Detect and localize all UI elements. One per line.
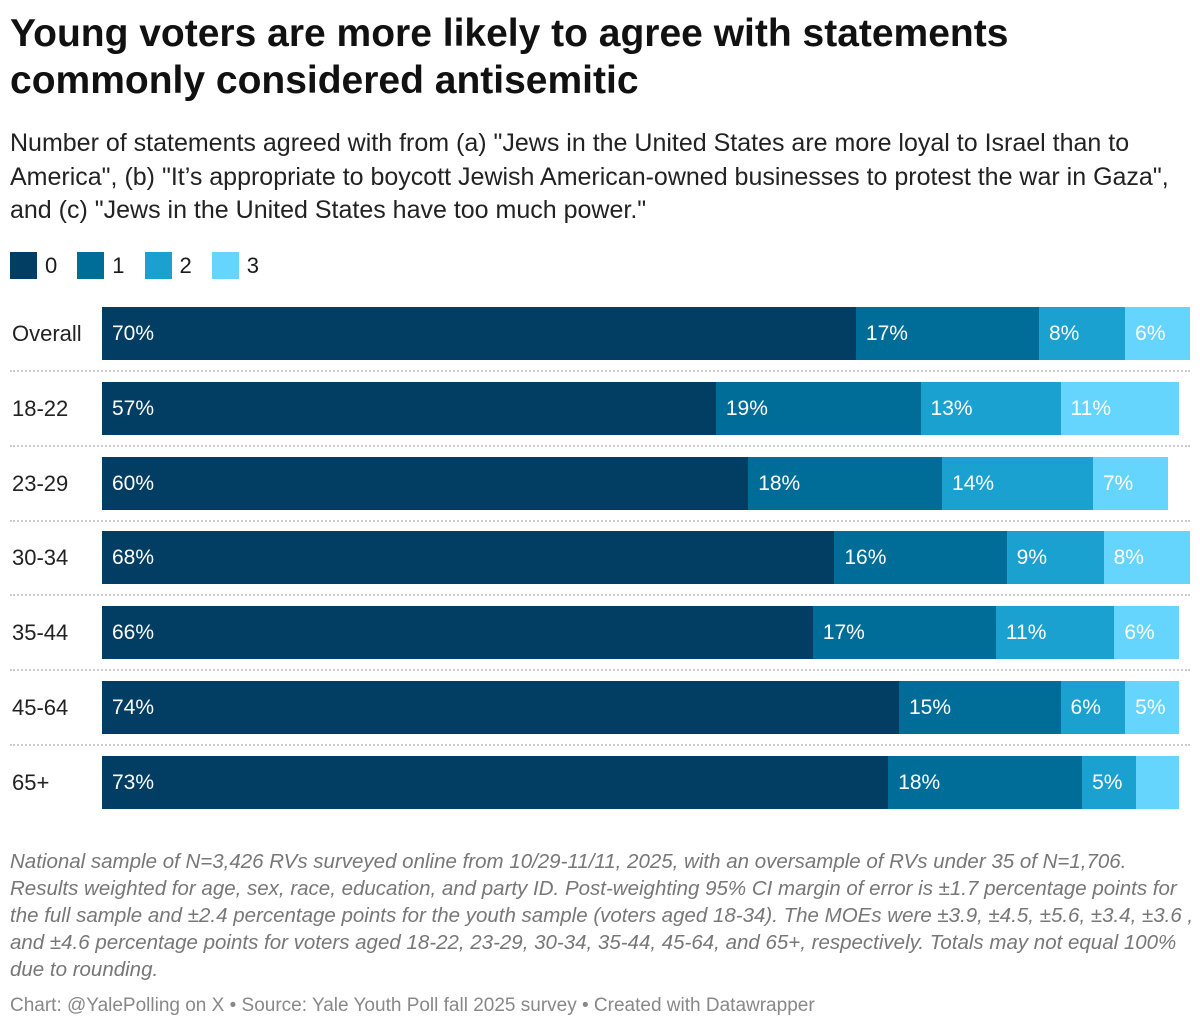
data-label: 7% — [1102, 471, 1134, 495]
data-label: 5% — [1135, 696, 1166, 719]
data-label: 9% — [1016, 546, 1048, 570]
data-label: 19% — [725, 396, 768, 420]
data-label: 6% — [1135, 322, 1166, 345]
legend-swatch — [211, 252, 239, 279]
chart-subtitle: Number of statements agreed with from (a… — [10, 129, 1169, 224]
data-label: 14% — [952, 471, 995, 495]
legend-swatch — [77, 252, 105, 279]
bar-segment: 60% — [102, 456, 749, 510]
footer-credits: Chart: @YalePolling on X • Source: Yale … — [10, 995, 815, 1016]
bar-segment: 11% — [1060, 381, 1179, 435]
data-label: 66% — [112, 621, 155, 645]
row-divider — [10, 669, 1190, 672]
bar-segment: 13% — [920, 381, 1061, 435]
bar-segment: 74% — [102, 681, 899, 734]
bar-segment: 18% — [748, 456, 943, 510]
data-label: 16% — [844, 546, 887, 570]
bar-segment: 57% — [102, 381, 716, 435]
data-label: 6% — [1124, 621, 1155, 645]
data-label: 57% — [112, 396, 155, 420]
data-label: 8% — [1048, 322, 1080, 345]
data-label: 60% — [112, 471, 155, 495]
data-label: 18% — [758, 471, 801, 495]
category-label: 30-34 — [12, 545, 69, 571]
data-label: 68% — [112, 546, 155, 570]
data-label: 17% — [822, 621, 865, 645]
legend-item: 0 — [10, 252, 57, 279]
data-label: 70% — [112, 322, 155, 345]
bar-segment: 6% — [1060, 681, 1126, 734]
data-label: 5% — [1092, 770, 1123, 794]
category-label: 35-44 — [12, 620, 69, 646]
bar-segment: 70% — [102, 307, 856, 360]
bar-segment: 6% — [1125, 307, 1190, 360]
legend-label: 0 — [45, 252, 58, 278]
legend-label: 2 — [179, 252, 192, 278]
bar-segment: 8% — [1103, 531, 1190, 585]
bar-segment: 68% — [102, 531, 835, 585]
stacked-bar-chart: Overall 70% 17% 8% 6% 18-22 57% 19% 13% 11% 23-29 6… — [0, 300, 1200, 820]
data-label: 17% — [865, 322, 908, 345]
legend-swatch — [10, 252, 37, 279]
legend-label: 3 — [246, 252, 259, 278]
data-label: 6% — [1070, 696, 1101, 719]
bar-segment: 5% — [1125, 681, 1179, 734]
data-label: 15% — [908, 696, 951, 719]
data-label: 18% — [898, 770, 941, 794]
bar-segment: 11% — [995, 606, 1115, 660]
legend: 0 1 2 3 — [10, 252, 279, 279]
bar-segment: 16% — [834, 531, 1007, 585]
bar-segment — [1135, 755, 1179, 809]
category-label: Overall — [12, 321, 82, 346]
row-divider — [10, 744, 1190, 746]
bar-segment: 15% — [898, 681, 1061, 734]
data-label: 8% — [1113, 546, 1144, 570]
legend-swatch — [144, 252, 172, 279]
legend-item: 2 — [144, 252, 192, 279]
row-divider — [10, 444, 1190, 447]
notes: National sample of N=3,426 RVs surveyed … — [10, 850, 1194, 981]
bar-segment: 7% — [1092, 456, 1169, 510]
legend-label: 1 — [112, 252, 125, 278]
data-label: 11% — [1070, 396, 1111, 420]
legend-item: 1 — [77, 252, 125, 279]
row-divider — [10, 519, 1190, 522]
data-label: 13% — [930, 396, 973, 420]
bar-segment: 19% — [715, 381, 921, 435]
bar-segment: 9% — [1006, 531, 1104, 585]
data-label: 11% — [1005, 621, 1047, 645]
bar-segment: 18% — [888, 755, 1083, 809]
category-label: 65+ — [12, 769, 50, 795]
chart-title: Young voters are more likely to agree wi… — [10, 12, 1009, 102]
category-label: 18-22 — [12, 395, 69, 421]
bar-segment: 6% — [1114, 606, 1179, 660]
category-label: 23-29 — [12, 470, 69, 496]
bar-segment: 73% — [102, 755, 889, 809]
legend-item: 3 — [211, 252, 259, 279]
data-label: 74% — [112, 696, 155, 719]
bar-segment: 14% — [942, 456, 1093, 510]
row-divider — [10, 370, 1190, 372]
bar-segment: 17% — [812, 606, 996, 660]
data-label: 73% — [112, 770, 155, 794]
category-label: 45-64 — [12, 695, 69, 720]
bar-segment: 17% — [855, 307, 1039, 360]
bar-segment: 5% — [1082, 755, 1136, 809]
bar-segment: 66% — [102, 606, 813, 660]
bar-segment: 8% — [1038, 307, 1126, 360]
row-divider — [10, 594, 1190, 597]
